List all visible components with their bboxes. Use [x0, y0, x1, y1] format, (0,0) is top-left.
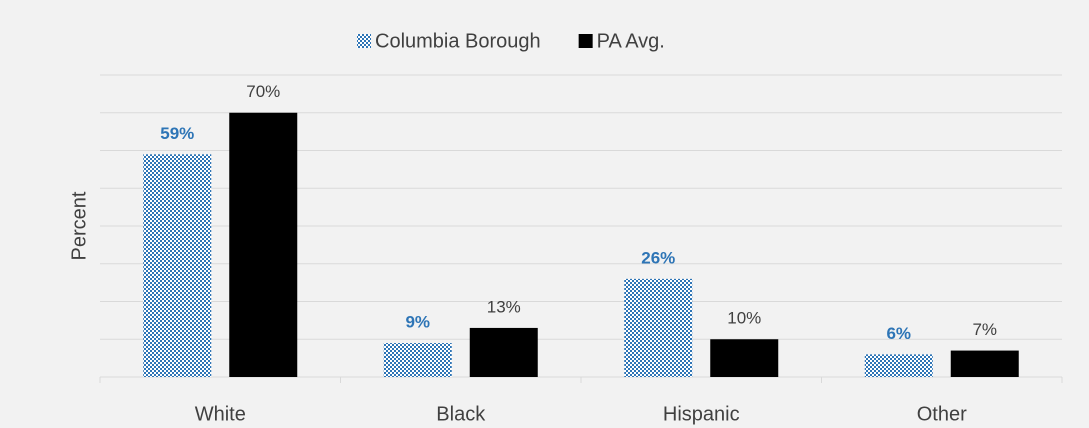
bar [864, 354, 933, 377]
bar [950, 350, 1019, 377]
data-label: 9% [405, 313, 430, 332]
y-axis-label: Percent [68, 191, 90, 260]
bar [624, 278, 693, 377]
legend-swatch [578, 34, 593, 48]
legend-swatch [357, 34, 371, 48]
data-label: 10% [727, 309, 761, 328]
bar [469, 327, 538, 377]
x-tick-label: White [195, 403, 246, 425]
x-tick-label: Black [436, 403, 486, 425]
legend-label: PA Avg. [597, 30, 665, 52]
legend-label: Columbia Borough [375, 30, 541, 52]
data-label: 6% [886, 324, 911, 343]
data-label: 59% [160, 124, 194, 143]
x-tick-label: Other [917, 403, 967, 425]
x-tick-label: Hispanic [663, 403, 740, 425]
data-label: 26% [641, 248, 675, 267]
data-label: 13% [487, 297, 521, 316]
bar [710, 339, 779, 377]
data-label: 70% [246, 82, 280, 101]
bar [383, 343, 452, 377]
data-label: 7% [972, 320, 997, 339]
bar [229, 112, 298, 377]
bar [143, 154, 212, 377]
